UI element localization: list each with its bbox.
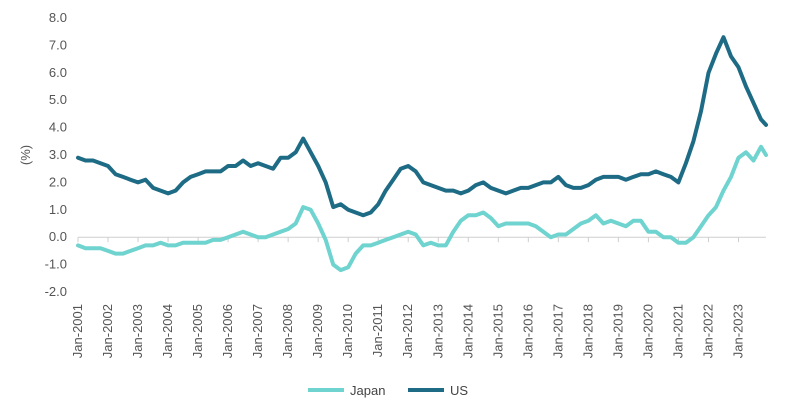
x-tick-label: Jan-2017 (550, 304, 565, 358)
x-tick-label: Jan-2016 (520, 304, 535, 358)
legend-label-us: US (450, 383, 468, 398)
x-tick-label: Jan-2021 (670, 304, 685, 358)
x-tick-label: Jan-2001 (70, 304, 85, 358)
x-tick-label: Jan-2009 (310, 304, 325, 358)
x-tick-label: Jan-2006 (220, 304, 235, 358)
x-tick-label: Jan-2015 (490, 304, 505, 358)
legend-label-japan: Japan (350, 383, 385, 398)
x-tick-label: Jan-2014 (460, 304, 475, 358)
x-tick-label: Jan-2005 (190, 304, 205, 358)
x-tick-label: Jan-2003 (130, 304, 145, 358)
x-tick-label: Jan-2020 (640, 304, 655, 358)
x-tick-label: Jan-2013 (430, 304, 445, 358)
y-tick-label: 0.0 (49, 229, 67, 244)
y-axis-ticks: 8.0 7.0 6.0 5.0 4.0 3.0 2.0 1.0 0.0 -1.0 -2.0 (45, 10, 67, 299)
x-tick-label: Jan-2004 (160, 304, 175, 358)
y-tick-label: 5.0 (49, 92, 67, 107)
y-tick-label: 1.0 (49, 202, 67, 217)
x-tick-label: Jan-2008 (280, 304, 295, 358)
y-tick-label: -1.0 (45, 257, 67, 272)
y-tick-label: 2.0 (49, 174, 67, 189)
x-axis-ticks: Jan-2001 Jan-2002 Jan-2003 Jan-2004 Jan-2005… (70, 237, 745, 358)
y-tick-label: 4.0 (49, 120, 67, 135)
series-line-japan (76, 144, 768, 273)
x-tick-label: Jan-2019 (610, 304, 625, 358)
series-line-us (76, 35, 768, 218)
x-tick-label: Jan-2011 (370, 304, 385, 357)
y-tick-label: 6.0 (49, 65, 67, 80)
x-tick-label: Jan-2010 (340, 304, 355, 358)
x-tick-label: Jan-2007 (250, 304, 265, 358)
y-tick-label: 8.0 (49, 10, 67, 25)
y-tick-label: -2.0 (45, 284, 67, 299)
legend: Japan US (308, 383, 468, 398)
y-axis-label: (%) (18, 145, 33, 165)
x-tick-label: Jan-2022 (700, 304, 715, 358)
y-tick-label: 7.0 (49, 37, 67, 52)
x-tick-label: Jan-2012 (400, 304, 415, 358)
x-tick-label: Jan-2018 (580, 304, 595, 358)
x-tick-label: Jan-2002 (100, 304, 115, 358)
y-tick-label: 3.0 (49, 147, 67, 162)
x-tick-label: Jan-2023 (730, 304, 745, 358)
series-lines (76, 35, 768, 273)
